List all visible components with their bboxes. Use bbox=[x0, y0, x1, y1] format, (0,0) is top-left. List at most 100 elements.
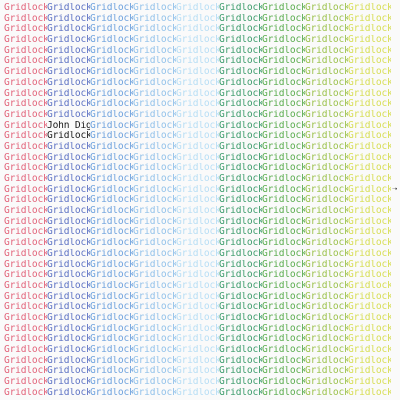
grid-word: Gridlock bbox=[348, 77, 391, 88]
grid-word: Gridlock bbox=[47, 3, 90, 13]
featured-artist-text: John Digweed_ bbox=[47, 120, 90, 131]
grid-word: Gridlock bbox=[305, 184, 348, 195]
grid-word: Gridlock bbox=[133, 280, 176, 291]
grid-word: Gridlock bbox=[90, 366, 133, 377]
grid-word: Gridlock bbox=[133, 216, 176, 227]
grid-word: Gridlock bbox=[4, 302, 47, 313]
grid-word: Gridlock bbox=[348, 238, 391, 249]
word-grid: Gridlock Gridlock Gridlock Gridlock Gridlock… bbox=[4, 3, 391, 398]
grid-word: Gridlock bbox=[262, 227, 305, 238]
grid-word: Gridlock bbox=[133, 109, 176, 120]
grid-word: Gridlock bbox=[176, 77, 219, 88]
grid-word: Gridlock bbox=[262, 174, 305, 184]
grid-word: Gridlock bbox=[219, 291, 262, 302]
grid-word: Gridlock bbox=[305, 24, 348, 35]
grid-word: Gridlock bbox=[4, 345, 47, 355]
grid-word: Gridlock bbox=[47, 206, 90, 217]
grid-word: Gridlock bbox=[219, 334, 262, 345]
grid-word: Gridlock bbox=[90, 88, 133, 99]
grid-word: Gridlock bbox=[262, 259, 305, 270]
grid-word: Gridlock bbox=[348, 131, 391, 142]
grid-word: Gridlock bbox=[133, 131, 176, 142]
grid-word: Gridlock bbox=[219, 195, 262, 206]
grid-word: Gridlock bbox=[4, 366, 47, 377]
grid-word: Gridlock bbox=[305, 174, 348, 184]
grid-word: Gridlock bbox=[262, 56, 305, 67]
grid-word: Gridlock bbox=[90, 387, 133, 398]
grid-word: Gridlock bbox=[176, 377, 219, 388]
grid-word: Gridlock bbox=[176, 323, 219, 334]
grid-word: Gridlock bbox=[90, 120, 133, 131]
grid-word: Gridlock bbox=[133, 45, 176, 56]
grid-word: Gridlock bbox=[219, 24, 262, 35]
grid-word: Gridlock bbox=[219, 35, 262, 46]
grid-word: Gridlock bbox=[305, 216, 348, 227]
grid-word: Gridlock bbox=[262, 387, 305, 398]
grid-word: Gridlock bbox=[47, 88, 90, 99]
grid-word: Gridlock bbox=[4, 227, 47, 238]
grid-word: Gridlock bbox=[133, 312, 176, 323]
grid-word: Gridlock bbox=[176, 195, 219, 206]
grid-word: Gridlock bbox=[305, 259, 348, 270]
grid-word: Gridlock bbox=[348, 88, 391, 99]
grid-word: Gridlock bbox=[348, 291, 391, 302]
grid-word: Gridlock bbox=[4, 291, 47, 302]
grid-word: Gridlock bbox=[133, 366, 176, 377]
grid-word: Gridlock bbox=[176, 291, 219, 302]
grid-word: Gridlock bbox=[305, 120, 348, 131]
grid-word: Gridlock bbox=[47, 216, 90, 227]
grid-word: Gridlock bbox=[90, 152, 133, 163]
grid-word: Gridlock bbox=[219, 323, 262, 334]
grid-word: Gridlock bbox=[176, 387, 219, 398]
grid-word: Gridlock bbox=[4, 35, 47, 46]
grid-word: Gridlock bbox=[305, 77, 348, 88]
grid-word: Gridlock bbox=[90, 131, 133, 142]
grid-word: Gridlock bbox=[90, 67, 133, 78]
grid-word: Gridlock bbox=[47, 366, 90, 377]
grid-word: Gridlock bbox=[219, 174, 262, 184]
grid-word: Gridlock bbox=[90, 270, 133, 281]
grid-word: Gridlock bbox=[176, 109, 219, 120]
grid-word: Gridlock bbox=[4, 377, 47, 388]
grid-word: Gridlock bbox=[4, 109, 47, 120]
grid-word: Gridlock bbox=[4, 184, 47, 195]
grid-word: Gridlock bbox=[4, 141, 47, 152]
grid-word: Gridlock bbox=[133, 270, 176, 281]
grid-word: Gridlock bbox=[47, 355, 90, 366]
grid-word: Gridlock bbox=[47, 35, 90, 46]
grid-word: Gridlock bbox=[262, 77, 305, 88]
grid-word: Gridlock bbox=[47, 345, 90, 355]
grid-word: Gridlock bbox=[4, 238, 47, 249]
grid-word: Gridlock bbox=[176, 345, 219, 355]
grid-word: Gridlock bbox=[305, 152, 348, 163]
grid-word: Gridlock bbox=[133, 355, 176, 366]
grid-word: Gridlock bbox=[305, 56, 348, 67]
grid-word: Gridlock bbox=[219, 302, 262, 313]
grid-word: Gridlock bbox=[348, 24, 391, 35]
grid-word: Gridlock bbox=[305, 109, 348, 120]
grid-word: Gridlock bbox=[305, 35, 348, 46]
grid-word: Gridlock bbox=[348, 3, 391, 13]
grid-word: Gridlock bbox=[4, 88, 47, 99]
grid-word: Gridlock bbox=[176, 174, 219, 184]
grid-word: Gridlock bbox=[47, 45, 90, 56]
grid-word: Gridlock bbox=[262, 24, 305, 35]
grid-word: Gridlock bbox=[90, 377, 133, 388]
grid-word: Gridlock bbox=[176, 152, 219, 163]
grid-word: Gridlock bbox=[133, 88, 176, 99]
grid-word: Gridlock bbox=[348, 366, 391, 377]
grid-word: Gridlock bbox=[262, 99, 305, 110]
grid-word: Gridlock bbox=[348, 377, 391, 388]
grid-word: Gridlock bbox=[4, 45, 47, 56]
grid-word: Gridlock bbox=[90, 45, 133, 56]
grid-word: Gridlock bbox=[305, 270, 348, 281]
grid-word: Gridlock bbox=[90, 248, 133, 259]
grid-word: Gridlock bbox=[176, 355, 219, 366]
grid-word: Gridlock bbox=[219, 184, 262, 195]
grid-word: Gridlock bbox=[305, 323, 348, 334]
grid-word: Gridlock bbox=[90, 334, 133, 345]
grid-word: Gridlock bbox=[348, 195, 391, 206]
grid-word: Gridlock bbox=[133, 152, 176, 163]
grid-word: Gridlock bbox=[305, 163, 348, 174]
grid-word: Gridlock bbox=[348, 206, 391, 217]
